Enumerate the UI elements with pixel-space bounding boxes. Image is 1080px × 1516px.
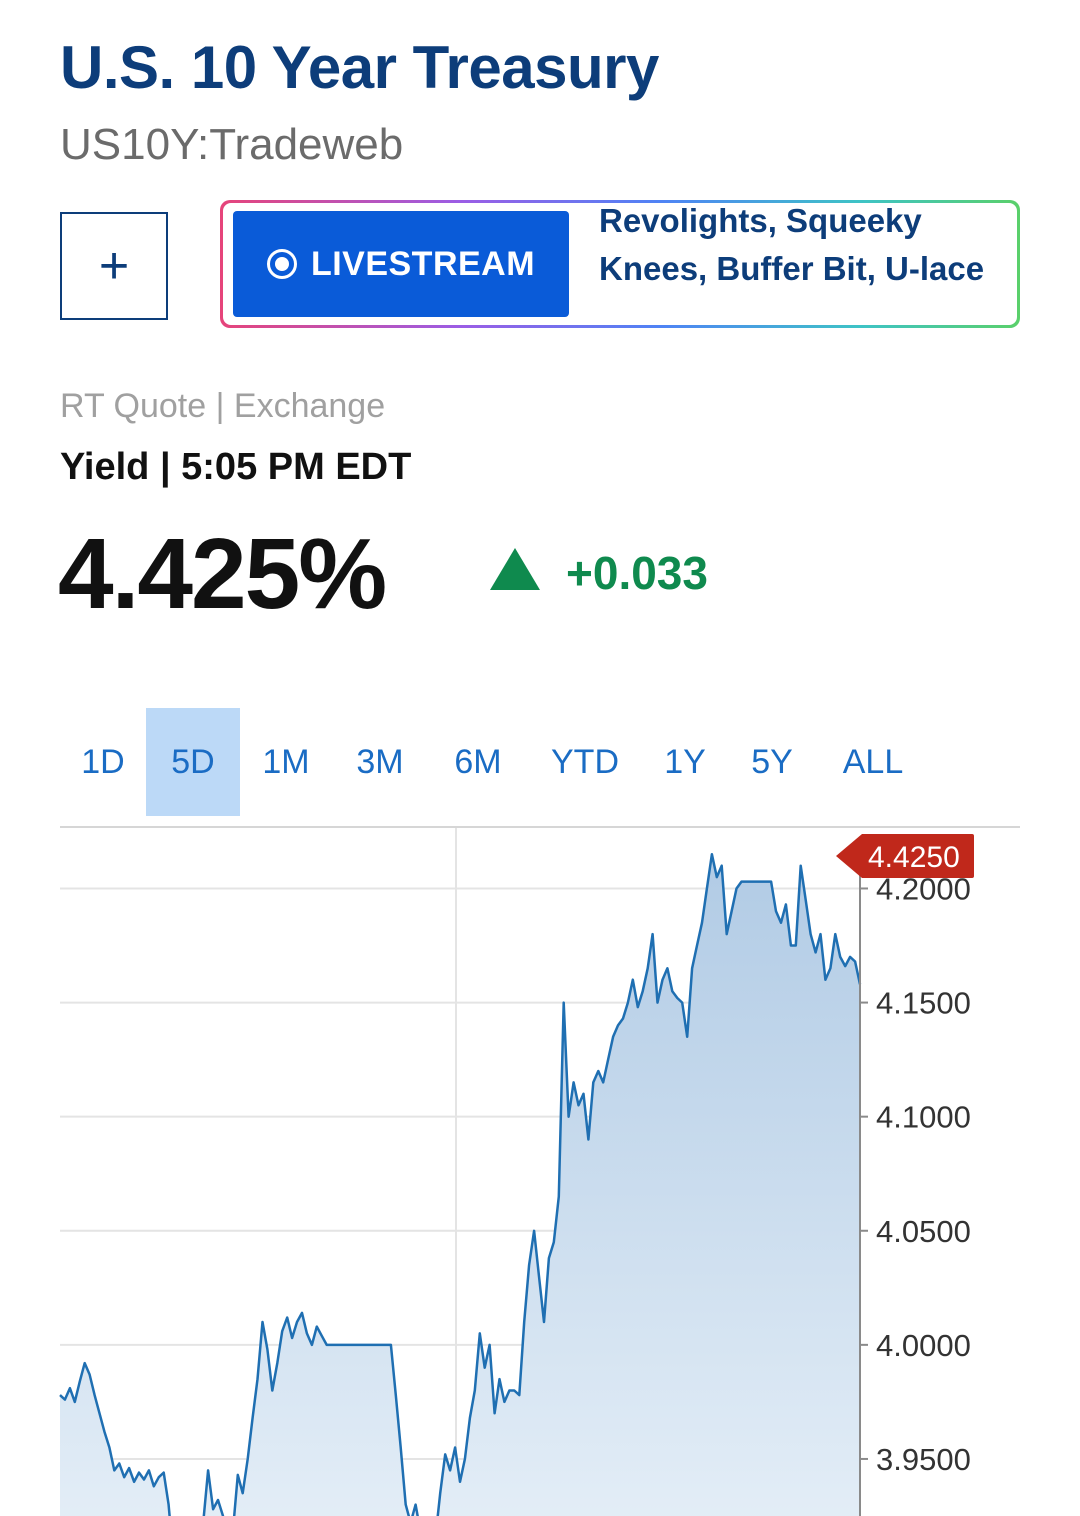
up-arrow-icon — [490, 548, 540, 590]
livestream-button[interactable]: LIVESTREAM — [233, 211, 569, 317]
range-tab-ytd[interactable]: YTD — [551, 742, 619, 781]
y-tick-label: 4.1500 — [876, 986, 971, 1021]
yield-timestamp: Yield | 5:05 PM EDT — [60, 446, 412, 488]
range-tab-all[interactable]: ALL — [842, 742, 904, 781]
plus-icon: + — [98, 237, 130, 295]
quote-type: RT Quote | Exchange — [60, 387, 386, 425]
last-price: 4.425% — [58, 518, 387, 630]
y-tick-label: 4.0000 — [876, 1328, 971, 1363]
page-title: U.S. 10 Year Treasury — [60, 34, 659, 101]
y-tick-label: 4.0500 — [876, 1214, 971, 1249]
livestream-headline[interactable]: Revolights, Squeeky Knees, Buffer Bit, U… — [599, 203, 985, 287]
y-tick-label: 4.1000 — [876, 1100, 971, 1135]
livestream-banner-inner: LIVESTREAM Revolights, Squeeky Knees, Bu… — [223, 203, 1017, 325]
range-tab-6m[interactable]: 6M — [454, 742, 502, 781]
range-tab-5d[interactable]: 5D — [146, 708, 240, 816]
last-value-label: 4.4250 — [868, 841, 960, 874]
livestream-label: LIVESTREAM — [310, 244, 536, 283]
y-tick-label: 3.9500 — [876, 1442, 971, 1477]
yield-line — [59, 852, 862, 1516]
price-chart: 4.2000 4.1500 4.1000 4.0500 4.0000 3.9500 4.42… — [0, 820, 1080, 1516]
time-range-tabs: 1D 5D 1M 3M 6M YTD 1Y 5Y ALL — [60, 708, 930, 816]
add-to-watchlist-button[interactable]: + — [60, 212, 168, 320]
range-tab-1d[interactable]: 1D — [81, 742, 125, 781]
range-tab-5y[interactable]: 5Y — [751, 742, 793, 781]
range-tab-1m[interactable]: 1M — [262, 742, 310, 781]
range-tab-3m[interactable]: 3M — [356, 742, 404, 781]
live-radio-icon — [266, 249, 297, 279]
last-value-tag — [836, 834, 974, 878]
ticker-symbol: US10Y:Tradeweb — [60, 120, 404, 169]
livestream-banner[interactable]: LIVESTREAM Revolights, Squeeky Knees, Bu… — [220, 200, 1020, 328]
price-change: +0.033 — [566, 547, 708, 599]
area-fill — [60, 854, 860, 1516]
range-tab-1y[interactable]: 1Y — [664, 742, 706, 781]
price-chart-svg: 4.20004.15004.10004.05004.00003.95004.42… — [59, 826, 1020, 1516]
